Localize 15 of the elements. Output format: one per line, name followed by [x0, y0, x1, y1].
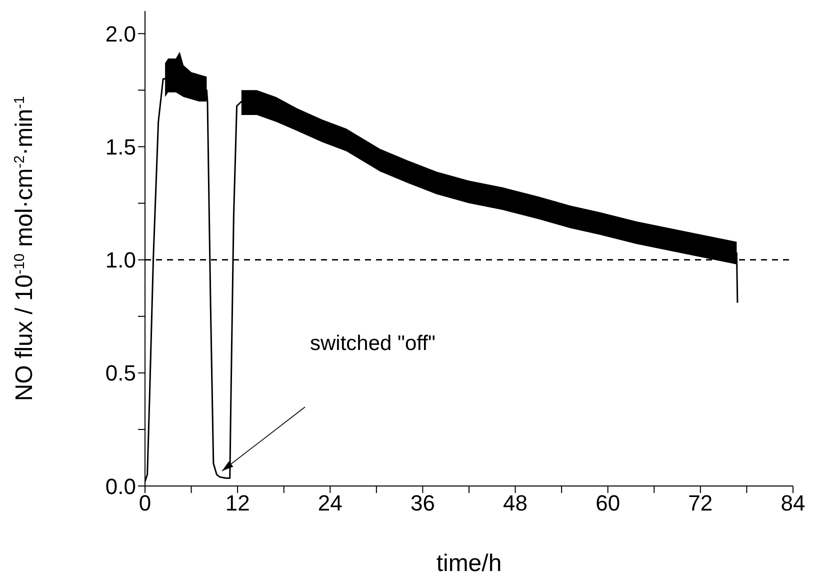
x-tick-label: 0: [138, 490, 152, 516]
x-tick-label: 24: [318, 490, 342, 516]
x-tick-label: 72: [688, 490, 713, 516]
annotation: switched "off": [310, 332, 436, 355]
x-tick-label: 84: [780, 490, 806, 516]
x-tick-label: 12: [225, 490, 250, 516]
x-axis-title: time/h: [436, 550, 502, 577]
x-tick-label: 60: [596, 490, 620, 516]
y-tick-label: 0.0: [105, 474, 136, 499]
y-tick-label: 1.5: [105, 134, 136, 160]
x-tick-label: 48: [503, 490, 528, 516]
y-tick-label: 2.0: [105, 21, 136, 46]
y-tick-label: 1.0: [105, 248, 136, 273]
x-tick-label: 36: [410, 490, 435, 516]
y-tick-label: 0.5: [105, 360, 136, 386]
